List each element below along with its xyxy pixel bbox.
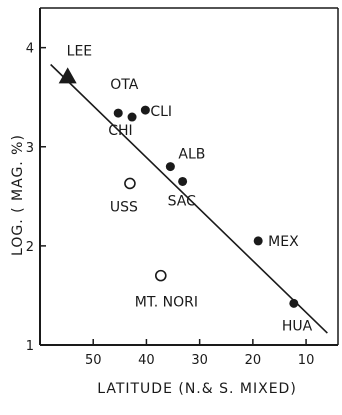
data-point-filled	[140, 105, 150, 115]
trend-line	[50, 63, 328, 334]
data-point-filled	[289, 298, 299, 308]
data-label-mt-nori: MT. NORI	[135, 295, 198, 311]
y-tick-label: 4	[26, 42, 34, 57]
x-axis-title: LATITUDE (N.& S. MIXED)	[97, 381, 297, 397]
point-labels-layer: LEE OTA CLI CHI ALB SAC USS MEX MT. NORI HUA	[67, 43, 313, 334]
data-label-chi: CHI	[108, 123, 132, 139]
data-label-sac: SAC	[168, 193, 196, 209]
data-point-filled	[178, 176, 188, 186]
x-tick-label: 30	[191, 353, 208, 368]
data-label-alb: ALB	[178, 147, 205, 163]
data-point-open	[124, 177, 136, 190]
data-point-filled	[113, 108, 123, 118]
x-tick-label: 40	[138, 353, 155, 368]
data-label-lee: LEE	[67, 43, 93, 59]
x-tick-label: 50	[85, 353, 102, 368]
data-point-filled	[165, 162, 175, 172]
data-label-ota: OTA	[110, 77, 138, 93]
x-tick-label: 10	[298, 353, 315, 368]
y-axis-title: LOG. ( MAG. %)	[10, 134, 26, 256]
points-layer	[58, 67, 299, 308]
y-tick-label: 3	[26, 141, 34, 156]
x-tick-label: 20	[245, 353, 262, 368]
y-tick-label: 1	[26, 339, 34, 354]
trend-line-layer	[50, 63, 328, 334]
data-point-filled	[253, 236, 263, 246]
data-label-mex: MEX	[268, 234, 299, 250]
data-label-cli: CLI	[150, 104, 172, 120]
y-tick-label: 2	[26, 240, 34, 255]
data-label-uss: USS	[110, 199, 138, 215]
data-point-triangle	[58, 67, 77, 84]
axes-layer: 1 2 3 4 50 40 30 20 10	[26, 7, 339, 368]
data-label-hua: HUA	[282, 318, 313, 334]
data-point-filled	[127, 112, 137, 122]
data-point-open	[154, 269, 167, 282]
